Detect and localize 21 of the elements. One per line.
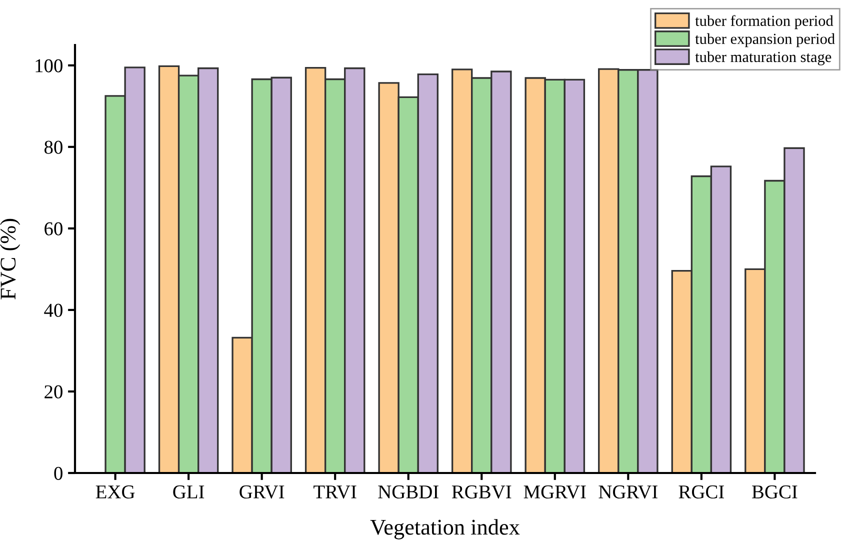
y-tick-label: 20	[44, 385, 62, 398]
y-tick-label: 40	[44, 304, 62, 317]
x-tick-label: RGBVI	[452, 485, 512, 499]
x-tick-label: NGRVI	[598, 485, 658, 499]
legend-label: tuber formation period	[695, 15, 834, 30]
legend-label: tuber expansion period	[695, 33, 835, 48]
y-tick-label: 80	[44, 140, 62, 154]
x-tick-label: GRVI	[240, 485, 284, 499]
x-tick-label: TRVI	[314, 486, 356, 499]
x-tick-label: MGRVI	[524, 485, 586, 499]
x-tick-label: RGCI	[678, 485, 724, 498]
x-tick-label: NGBDI	[378, 485, 438, 498]
x-axis-title: Vegetation index	[370, 519, 520, 540]
x-tick-label: EXG	[96, 485, 135, 498]
y-tick-label: 100	[36, 59, 62, 72]
legend-label: tuber maturation stage	[695, 51, 832, 66]
x-tick-label: BGCI	[752, 485, 798, 498]
y-tick-label: 0	[54, 466, 62, 480]
y-tick-label: 60	[44, 222, 62, 236]
x-tick-label: GLI	[173, 485, 204, 498]
y-axis-title: FVC (%)	[0, 218, 20, 300]
